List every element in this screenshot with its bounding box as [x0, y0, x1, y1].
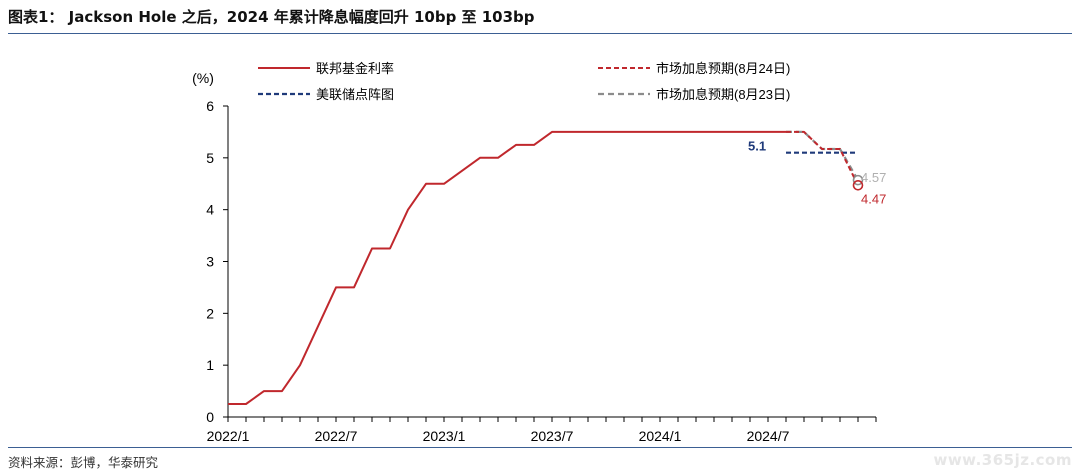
y-tick-label: 5 [206, 150, 214, 166]
x-tick-label: 2022/7 [315, 428, 358, 444]
figure-title: 图表1： Jackson Hole 之后，2024 年累计降息幅度回升 10bp… [8, 8, 535, 26]
annotation-dot-plot: 5.1 [748, 139, 766, 154]
annotation-aug23-end: 4.57 [861, 170, 886, 185]
x-tick-label: 2024/1 [639, 428, 682, 444]
watermark: www.365jz.com [933, 451, 1072, 469]
legend-label-1: 联邦基金利率 [316, 61, 394, 76]
y-tick-label: 6 [206, 98, 214, 114]
series-line-1 [228, 130, 786, 405]
top-rule [8, 33, 1072, 34]
y-tick-label: 3 [206, 254, 214, 270]
x-tick-label: 2024/7 [747, 428, 790, 444]
legend-label-4: 市场加息预期(8月23日) [656, 87, 790, 102]
bottom-rule [8, 447, 1072, 448]
x-tick-label: 2022/1 [207, 428, 250, 444]
series-line-4 [786, 130, 859, 181]
legend-label-3: 美联储点阵图 [316, 87, 394, 102]
source-note: 资料来源：彭博，华泰研究 [8, 455, 159, 470]
series-line-2 [786, 130, 859, 186]
annotation-aug24-end: 4.47 [861, 191, 886, 206]
marker-aug24-end [852, 180, 864, 191]
y-tick-label: 4 [206, 202, 214, 218]
legend-label-2: 市场加息预期(8月24日) [656, 61, 790, 76]
y-tick-label: 2 [206, 305, 214, 321]
y-axis-unit-label: (%) [192, 70, 214, 86]
y-tick-label: 1 [206, 357, 214, 373]
x-tick-label: 2023/7 [531, 428, 574, 444]
y-tick-label: 0 [206, 409, 214, 425]
x-tick-label: 2023/1 [423, 428, 466, 444]
